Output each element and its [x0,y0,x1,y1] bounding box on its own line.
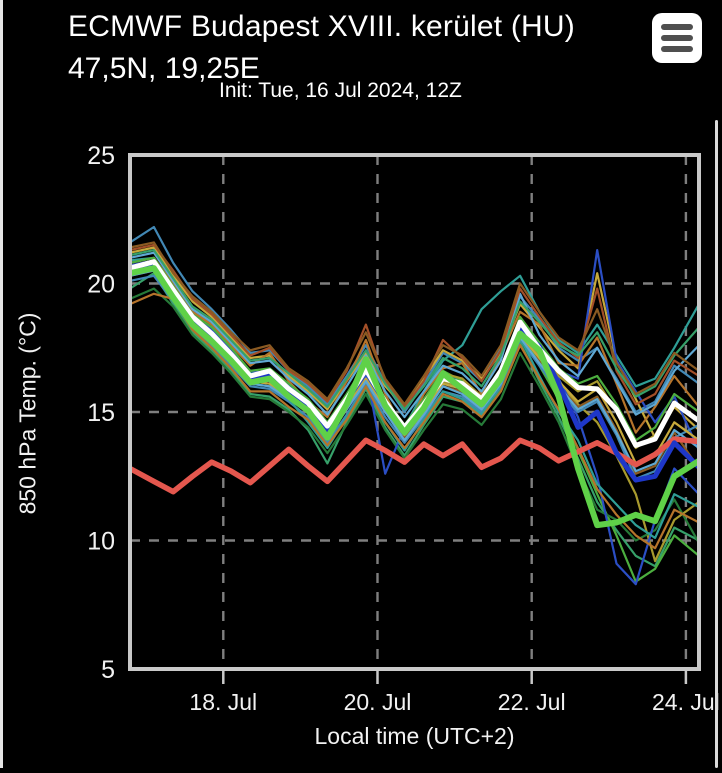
ensemble-member-line [128,251,701,419]
x-tick-label: 24. Jul [652,689,720,715]
ensemble-meteogram: 18. Jul 20. Jul 22. Jul 24. Jul 25 20 15 10 5 85… [3,0,722,768]
scrollbar[interactable] [715,120,718,768]
ensemble-member-line [128,287,701,545]
chart-lines [128,225,701,586]
page-title: ECMWF Budapest XVIII. kerület (HU) [68,10,575,43]
page-subtitle-coordinates: 47,5N, 19,25E [68,52,260,85]
x-axis-title: Local time (UTC+2) [314,723,515,749]
y-tick-label: 5 [101,656,115,684]
control-run-line [128,265,701,529]
plot-frame [128,153,701,671]
ensemble-member-line [128,274,701,480]
ensemble-member-line [128,243,701,408]
ensemble-member-line [128,249,701,411]
x-tick-label: 22. Jul [498,689,566,715]
y-axis-title: 850 hPa Temp. (°C) [14,312,41,515]
y-tick-label: 20 [87,271,115,299]
chart-svg: 18. Jul 20. Jul 22. Jul 24. Jul 25 20 15 10 5 [87,142,720,715]
ensemble-member-line [128,272,701,568]
x-tick-label: 20. Jul [344,689,412,715]
y-tick-label: 15 [87,399,115,427]
climatology-line [128,436,701,495]
ensemble-member-line [128,292,701,550]
y-tick-label: 10 [87,528,115,556]
x-tick-label: 18. Jul [189,689,257,715]
y-tick-label: 25 [87,142,115,170]
init-time-caption: Init: Tue, 16 Jul 2024, 12Z [219,79,462,102]
menu-button[interactable] [652,13,702,63]
ensemble-member-line [128,241,701,406]
chart-svg-host: 18. Jul 20. Jul 22. Jul 24. Jul 25 20 15 10 5 [3,0,722,773]
